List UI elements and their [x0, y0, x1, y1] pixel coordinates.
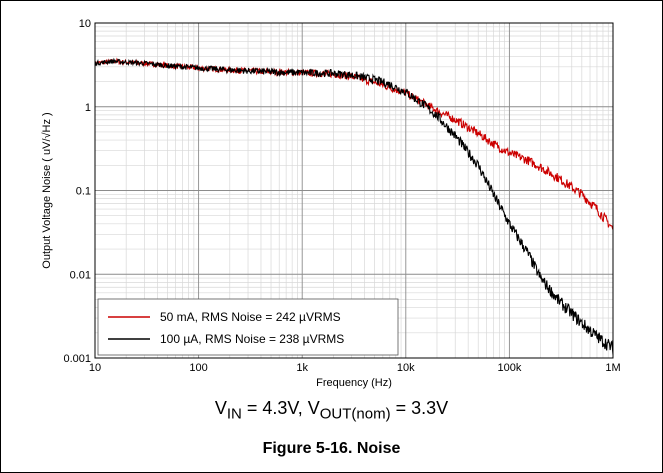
x-tick-label: 1k [296, 362, 308, 374]
series-layer [94, 57, 614, 355]
series-line-0 [94, 57, 614, 230]
vout-symbol: V [307, 398, 320, 418]
x-tick-label: 100k [497, 362, 521, 374]
x-tick-labels: 10 100 1k 10k 100k 1M [89, 362, 621, 374]
y-tick-label: 0.1 [76, 186, 91, 198]
x-tick-label: 10 [89, 362, 101, 374]
vout-value: = 3.3V [390, 398, 449, 418]
legend: 50 mA, RMS Noise = 242 µVRMS 100 µA, RMS… [97, 298, 399, 356]
y-tick-label: 1 [85, 102, 91, 114]
plot-area-border [94, 22, 614, 359]
y-axis-label: Output Voltage Noise ( uV/√Hz ) [41, 112, 53, 268]
y-tick-labels: 10 1 0.1 0.01 0.001 [63, 18, 91, 365]
noise-chart: 10 100 1k 10k 100k 1M 10 1 0.1 0.01 0.001 Frequen… [41, 18, 621, 389]
vout-subscript: OUT(nom) [319, 405, 391, 423]
y-tick-label: 0.01 [70, 269, 91, 281]
figure-caption: Figure 5-16. Noise [262, 440, 401, 457]
x-tick-label: 100 [189, 362, 207, 374]
vin-subscript: IN [226, 405, 242, 423]
y-tick-label: 0.001 [63, 353, 91, 365]
vin-symbol: V [214, 398, 227, 418]
x-axis-label: Frequency (Hz) [316, 377, 392, 389]
series-line-1 [94, 57, 614, 355]
x-tick-label: 10k [397, 362, 415, 374]
y-tick-label: 10 [79, 18, 91, 30]
legend-box [97, 298, 399, 356]
legend-label-100ua: 100 µA, RMS Noise = 238 µVRMS [160, 332, 344, 346]
legend-label-50ma: 50 mA, RMS Noise = 242 µVRMS [160, 310, 341, 324]
test-condition: VIN = 4.3V, VOUT(nom) = 3.3V [0, 398, 663, 423]
x-tick-label: 1M [605, 362, 620, 374]
vin-value: = 4.3V, [241, 398, 308, 418]
